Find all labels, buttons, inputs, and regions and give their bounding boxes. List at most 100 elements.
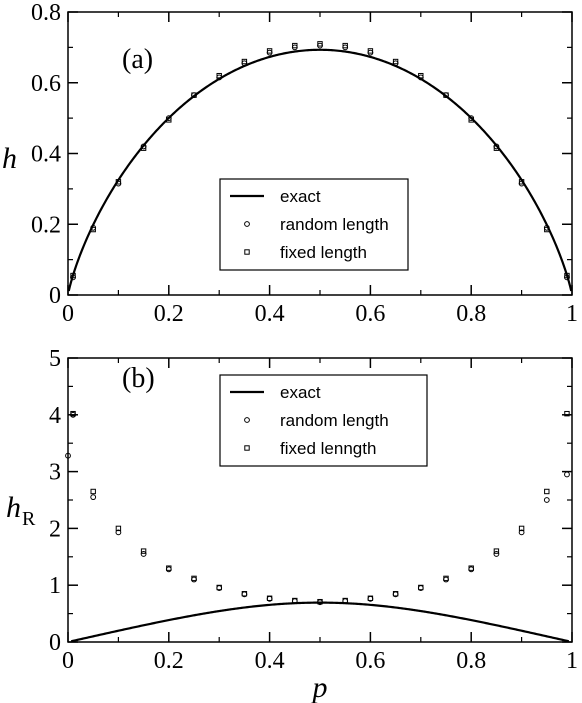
pa-y-tick-label: 0.4 [31, 142, 61, 168]
pa-y-axis-label: h [2, 142, 17, 175]
pb-fixed-length-point [518, 525, 525, 532]
pa-fixed-length-point [418, 72, 424, 79]
pb-x-tick-label: 0.2 [154, 648, 184, 674]
pb-fixed-length-point [468, 565, 474, 571]
pb-series-exact-line [70, 601, 570, 643]
pb-fixed-length-point [166, 565, 172, 571]
pb-legend-label: fixed lenngth [280, 439, 376, 458]
pb-random-length-point [543, 497, 550, 503]
pb-fixed-length-point [564, 410, 570, 417]
pb-x-axis-label: p [311, 671, 328, 703]
pb-y-tick-label: 2 [49, 516, 61, 542]
pb-x-tick-label: 0.8 [456, 648, 486, 674]
pa-x-tick-label: 0.2 [154, 301, 184, 327]
pb-fixed-length-point [292, 597, 298, 604]
pa-fixed-length-point [115, 179, 122, 185]
pb-random-length-point [90, 494, 97, 501]
pa-fixed-length-point [266, 48, 273, 54]
pa-legend-label: random length [280, 215, 389, 234]
pa-fixed-length-point [216, 72, 222, 79]
pa-fixed-length-point [367, 48, 374, 54]
pb-fixed-length-point [367, 595, 374, 601]
pb-fixed-length-point [544, 488, 550, 495]
pa-y-tick-label: 0.2 [31, 212, 61, 238]
pb-legend-random-length-swatch [244, 417, 250, 423]
pb-fixed-length-point [443, 575, 449, 582]
pb-legend: exact random length fixed lenngth [219, 374, 428, 467]
pa-fixed-length-point [70, 272, 76, 279]
pb-random-length-point [140, 551, 147, 557]
pa-x-tick-label: 0.6 [355, 301, 385, 327]
pb-fixed-length-point [216, 584, 222, 591]
pb-fixed-length-point [140, 548, 147, 554]
pb-panel-label: (b) [122, 363, 155, 394]
pb-fixed-length-point [418, 584, 424, 591]
pa-legend-random-length-swatch [244, 221, 250, 227]
pb-legend-box [219, 374, 428, 467]
pb-legend-fixed-length-swatch [244, 445, 250, 451]
pa-fixed-length-point [140, 145, 147, 151]
pa-fixed-length-point [493, 145, 500, 151]
pb-random-length-point [443, 576, 449, 583]
pa-fixed-length-point [518, 179, 525, 185]
pb-y-tick-label: 0 [49, 630, 61, 656]
pa-fixed-length-point [564, 272, 570, 279]
pa-fixed-length-point [166, 117, 172, 123]
pb-y-axis-label-subscript: R [22, 508, 36, 530]
pa-fixed-length-point [241, 58, 248, 65]
pb-random-length-point [165, 566, 172, 573]
pb-random-length-point [518, 529, 525, 536]
pb-y-tick-label: 4 [49, 403, 61, 429]
pa-series-exact-line [67, 48, 573, 292]
pb-fixed-length-point [266, 595, 273, 601]
pb-fixed-length-point [241, 591, 248, 597]
panel-b: 0 0.2 0.4 0.6 0.8 1 0 1 2 3 4 5 hR p (b) exact random le… [6, 346, 578, 703]
pa-legend: exact random length fixed length [219, 178, 409, 271]
pa-x-tick-label: 0.4 [255, 301, 285, 327]
pb-fixed-length-point [70, 410, 76, 417]
pb-fixed-length-point [392, 591, 399, 597]
pb-random-length-point [191, 576, 197, 583]
pb-random-length-point [65, 452, 71, 459]
pb-x-tick-label: 0.4 [255, 648, 285, 674]
pa-x-tick-label: 0.8 [456, 301, 486, 327]
pb-y-tick-label: 5 [49, 346, 61, 372]
pa-panel-label: (a) [122, 44, 153, 75]
pa-fixed-length-point [292, 42, 298, 49]
pb-legend-label: random length [280, 411, 389, 430]
pa-fixed-length-point [392, 58, 399, 65]
pa-legend-box [219, 178, 409, 271]
pa-legend-fixed-length-swatch [244, 249, 250, 255]
pb-x-tick-label: 1 [566, 648, 578, 674]
pb-fixed-length-point [90, 488, 96, 495]
pb-x-tick-label: 0.6 [355, 648, 385, 674]
pb-y-tick-label: 3 [49, 460, 61, 486]
pa-legend-label: exact [280, 187, 321, 206]
pa-fixed-length-point [443, 92, 449, 98]
pa-fixed-length-point [342, 42, 348, 49]
pa-legend-label: fixed length [280, 243, 367, 262]
pb-y-tick-label: 1 [49, 573, 61, 599]
pb-legend-label: exact [280, 383, 321, 402]
pa-fixed-length-point [90, 226, 96, 233]
pa-y-tick-label: 0.8 [31, 0, 61, 26]
panel-a: 0 0.2 0.4 0.6 0.8 1 0 0.2 0.4 0.6 0.8 h (a) exact rand… [2, 0, 578, 327]
pb-random-length-point [468, 566, 475, 573]
pa-x-tick-label: 1 [566, 301, 578, 327]
pa-y-tick-label: 0.6 [31, 71, 61, 97]
pa-fixed-length-point [191, 92, 197, 98]
pb-fixed-length-point [191, 575, 197, 582]
pa-fixed-length-point [317, 41, 323, 47]
pb-random-length-point [564, 471, 570, 478]
pa-fixed-length-point [468, 117, 474, 123]
pb-random-length-point [493, 551, 500, 557]
pb-fixed-length-point [342, 597, 348, 604]
pb-fixed-length-point [115, 525, 122, 532]
pb-fixed-length-point [317, 598, 323, 605]
pa-y-tick-label: 0 [49, 283, 61, 309]
pb-random-length-point [115, 529, 122, 536]
pb-x-tick-label: 0 [62, 648, 74, 674]
pa-fixed-length-point [544, 226, 550, 233]
pa-x-tick-label: 0 [62, 301, 74, 327]
